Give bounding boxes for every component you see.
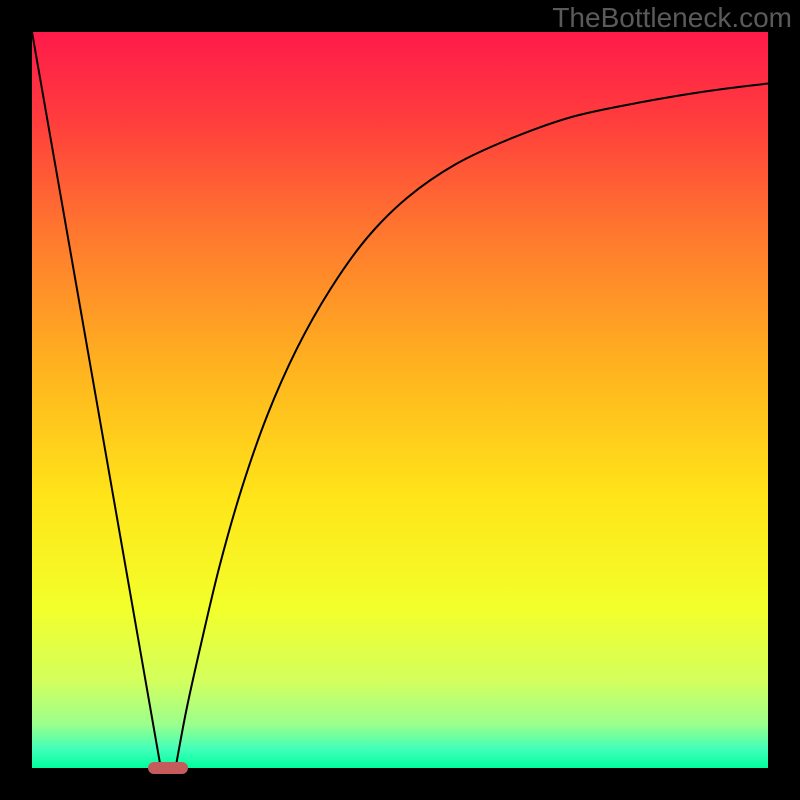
curve-layer <box>32 32 768 768</box>
right-curve-path <box>176 84 768 768</box>
plot-area <box>32 32 768 768</box>
bottleneck-marker <box>148 762 188 774</box>
left-line-path <box>32 32 161 768</box>
watermark-text: TheBottleneck.com <box>552 2 792 34</box>
chart-frame: TheBottleneck.com <box>0 0 800 800</box>
